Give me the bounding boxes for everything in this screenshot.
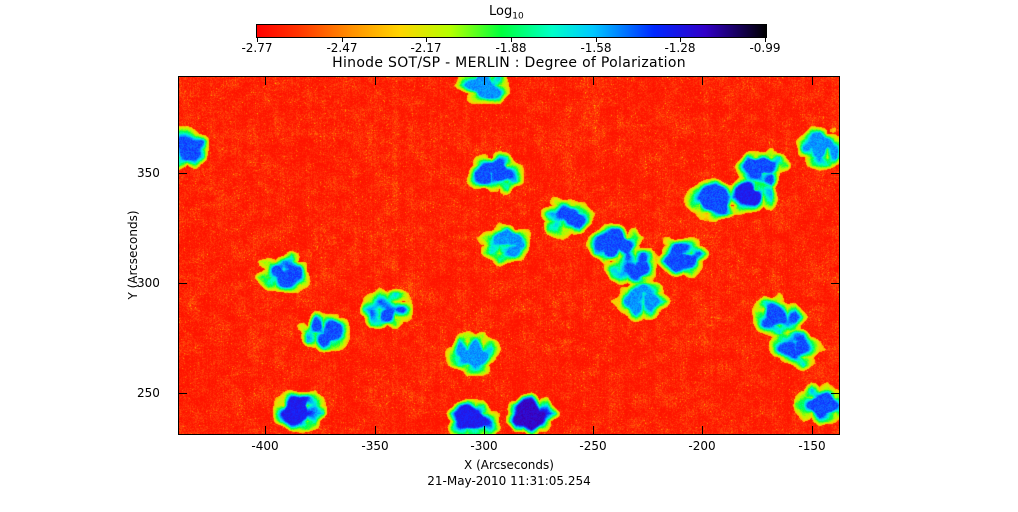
y-tick-label: 350	[137, 166, 160, 180]
polarization-map-canvas	[179, 77, 839, 434]
x-tick-mark	[812, 77, 813, 85]
y-tick-mark	[179, 173, 187, 174]
x-axis-title: X (Arcseconds)	[464, 458, 554, 472]
y-tick-mark	[831, 283, 839, 284]
x-tick-label: -200	[688, 439, 716, 453]
colorbar-tick-label: -0.99	[749, 41, 781, 55]
chart-title: Hinode SOT/SP - MERLIN : Degree of Polar…	[332, 55, 686, 71]
x-tick-label: -300	[470, 439, 498, 453]
y-tick-mark	[179, 393, 187, 394]
colorbar-tick-label: -1.28	[664, 41, 696, 55]
colorbar-tick-label: -1.58	[580, 41, 612, 55]
y-axis-title: Y (Arcseconds)	[126, 210, 140, 300]
x-tick-mark	[265, 77, 266, 85]
x-tick-label: -150	[798, 439, 826, 453]
x-tick-label: -400	[251, 439, 279, 453]
colorbar-tick	[765, 37, 766, 42]
x-tick-mark	[375, 77, 376, 85]
x-tick-label: -250	[579, 439, 607, 453]
colorbar-tick	[426, 37, 427, 42]
colorbar-tick-label: -2.77	[241, 41, 273, 55]
colorbar-title-text: Log	[489, 4, 513, 19]
colorbar-tick	[511, 37, 512, 42]
x-tick-mark	[484, 426, 485, 434]
colorbar-tick	[680, 37, 681, 42]
x-tick-mark	[702, 426, 703, 434]
x-tick-mark	[702, 77, 703, 85]
x-tick-mark	[593, 426, 594, 434]
y-tick-mark	[831, 173, 839, 174]
x-tick-label: -350	[361, 439, 389, 453]
colorbar-title: Log10	[489, 4, 524, 22]
x-tick-mark	[593, 77, 594, 85]
y-tick-label: 250	[137, 386, 160, 400]
colorbar-title-subscript: 10	[512, 11, 524, 22]
colorbar-tick-label: -2.17	[410, 41, 442, 55]
timestamp: 21-May-2010 11:31:05.254	[427, 474, 591, 488]
colorbar-tick-label: -1.88	[495, 41, 527, 55]
y-tick-mark	[179, 283, 187, 284]
y-tick-mark	[831, 393, 839, 394]
x-tick-mark	[812, 426, 813, 434]
x-tick-mark	[375, 426, 376, 434]
x-tick-mark	[484, 77, 485, 85]
y-tick-label: 300	[137, 276, 160, 290]
colorbar-tick-label: -2.47	[326, 41, 358, 55]
polarization-map	[178, 76, 840, 435]
colorbar	[256, 24, 767, 38]
colorbar-tick	[257, 37, 258, 42]
colorbar-tick	[596, 37, 597, 42]
colorbar-tick	[342, 37, 343, 42]
x-tick-mark	[265, 426, 266, 434]
